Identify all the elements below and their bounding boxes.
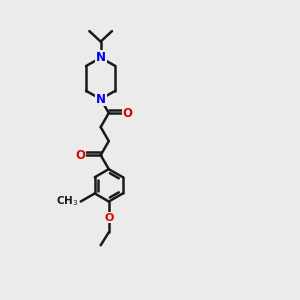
Text: O: O (123, 106, 133, 119)
Text: N: N (96, 51, 106, 64)
Text: O: O (104, 213, 113, 223)
Text: CH$_3$: CH$_3$ (56, 194, 78, 208)
Text: O: O (75, 148, 85, 162)
Text: N: N (96, 92, 106, 106)
